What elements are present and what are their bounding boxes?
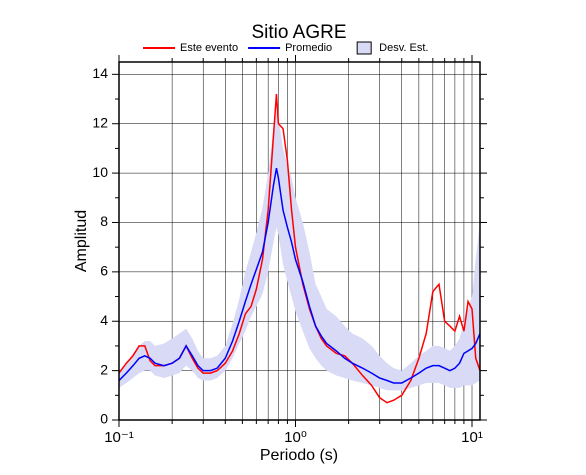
plot-frame (118, 61, 481, 421)
y-tick-label: 8 (100, 213, 108, 229)
y-tick-label: 14 (92, 65, 108, 81)
y-tick-label: 6 (100, 263, 108, 279)
y-tick-label: 2 (100, 361, 108, 377)
x-tick-label: 10⁻¹ (104, 429, 134, 446)
y-tick-label: 0 (100, 411, 108, 427)
x-tick-label: 10⁰ (284, 429, 307, 446)
x-axis-label: Periodo (s) (260, 447, 338, 464)
legend-label: Este evento (180, 42, 238, 54)
x-tick-label: 10¹ (461, 429, 483, 446)
y-tick-label: 4 (100, 312, 108, 328)
y-tick-label: 12 (92, 114, 108, 130)
std-band (119, 111, 480, 391)
y-axis-label: Amplitud (73, 210, 90, 272)
y-tick-label: 10 (92, 164, 108, 180)
chart-title: Sitio AGRE (251, 22, 346, 43)
series-line (118, 168, 481, 384)
legend-label: Promedio (285, 42, 332, 54)
legend-label: Desv. Est. (379, 42, 428, 54)
legend-swatch (356, 41, 372, 55)
legend: Este evento Promedio Desv. Est. (143, 41, 428, 55)
